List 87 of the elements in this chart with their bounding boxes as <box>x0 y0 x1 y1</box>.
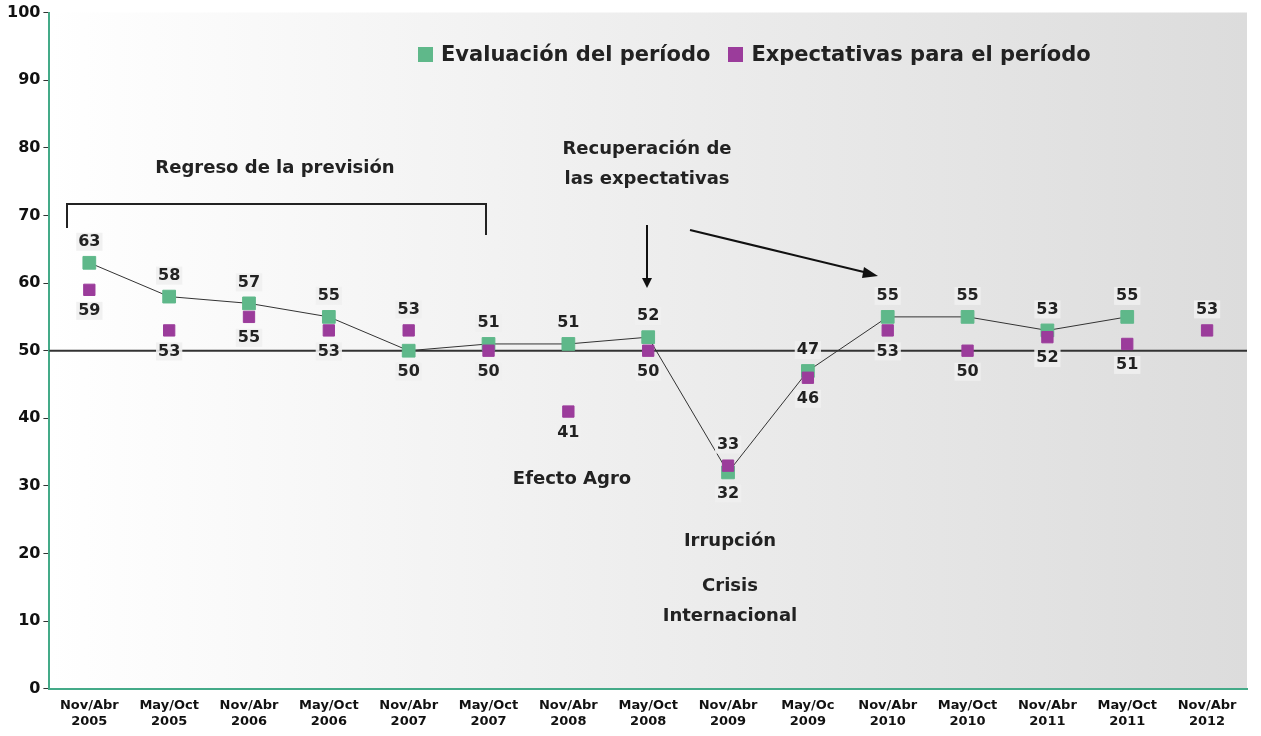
data-label: 53 <box>1036 298 1059 318</box>
data-label: 50 <box>477 360 500 380</box>
data-label: 47 <box>796 339 820 359</box>
x-tick-label: May/Oct 2008 <box>618 696 678 728</box>
x-tick-label: May/Oct 2005 <box>139 696 199 728</box>
x-tick-label: Nov/Abr 2008 <box>538 696 599 728</box>
data-label: 55 <box>317 285 340 305</box>
data-label: 63 <box>78 230 101 250</box>
x-tick-label: Nov/Abr 2009 <box>698 696 759 728</box>
y-tick-label: 90 <box>18 69 41 89</box>
y-tick-label: 70 <box>18 204 41 224</box>
data-label: 53 <box>158 340 181 360</box>
x-tick-label: May/Oct 2011 <box>1097 696 1157 728</box>
data-label: 51 <box>557 312 580 332</box>
y-tick-label: 0 <box>29 677 41 697</box>
data-label: 55 <box>876 285 899 305</box>
data-label: 58 <box>158 264 181 284</box>
point <box>162 289 177 304</box>
annotation: Regreso de la previsión <box>155 155 395 179</box>
point <box>641 330 656 345</box>
point <box>242 310 256 324</box>
y-tick-label: 40 <box>18 407 41 427</box>
data-label: 32 <box>716 482 740 502</box>
data-label: 57 <box>237 271 261 291</box>
annotation: Crisis Internacional <box>661 573 799 627</box>
point <box>1120 310 1135 324</box>
data-label: 50 <box>637 360 660 380</box>
data-label: 59 <box>78 300 101 319</box>
annotation: Efecto Agro <box>512 466 632 490</box>
point <box>561 337 576 351</box>
annotation: Recuperación de las expectativas <box>561 136 733 190</box>
data-label: 50 <box>397 360 420 380</box>
annotation: Irrupción <box>683 528 777 552</box>
data-label: 33 <box>716 433 740 453</box>
data-label: 53 <box>1195 298 1219 318</box>
data-label: 52 <box>1036 347 1059 367</box>
point <box>321 310 336 324</box>
x-tick-label: Nov/Abr 2011 <box>1017 696 1078 728</box>
legend-label: Evaluación del período <box>440 42 711 66</box>
data-label: 53 <box>397 298 420 318</box>
x-tick-label: Nov/Abr 2005 <box>59 696 120 728</box>
point <box>1200 324 1214 337</box>
y-tick-label: 80 <box>18 137 41 156</box>
data-label: 55 <box>1116 285 1139 305</box>
y-tick-label: 10 <box>18 610 41 630</box>
legend-label: Expectativas para el período <box>750 42 1091 66</box>
point <box>562 405 575 418</box>
point <box>401 343 416 358</box>
x-tick-label: May/Oct 2006 <box>299 696 359 728</box>
x-tick-label: May/Oct 2010 <box>937 696 998 728</box>
data-label: 51 <box>1116 354 1139 374</box>
point <box>402 324 415 337</box>
y-tick-label: 50 <box>18 339 41 359</box>
y-tick-label: 100 <box>6 1 41 21</box>
x-tick-label: Nov/Abr 2010 <box>858 696 918 728</box>
data-label: 46 <box>796 387 820 407</box>
point <box>960 310 975 324</box>
x-tick-label: May/Oct 2007 <box>458 696 519 728</box>
point <box>1041 331 1054 344</box>
point <box>642 344 655 357</box>
data-label: 55 <box>956 285 979 305</box>
point <box>801 371 815 384</box>
data-label: 51 <box>477 312 500 332</box>
data-label: 53 <box>317 340 340 360</box>
x-tick-label: Nov/Abr 2007 <box>379 696 439 728</box>
point <box>721 459 735 472</box>
point <box>82 255 97 270</box>
point <box>961 344 974 357</box>
point <box>881 324 894 337</box>
point <box>1121 337 1134 351</box>
y-tick-label: 20 <box>18 542 41 562</box>
point <box>83 283 96 296</box>
point <box>322 324 335 337</box>
point <box>880 310 895 324</box>
data-label: 52 <box>637 305 660 325</box>
x-tick-label: Nov/Abr 2006 <box>219 696 279 728</box>
x-tick-label: May/Oc 2009 <box>781 696 835 728</box>
y-tick-label: 60 <box>18 272 41 292</box>
data-label: 41 <box>557 421 580 441</box>
point <box>242 296 256 311</box>
y-tick-label: 30 <box>18 475 41 495</box>
data-label: 50 <box>956 360 979 380</box>
x-tick-label: Nov/Abr 2012 <box>1177 696 1238 728</box>
data-label: 53 <box>876 340 899 360</box>
data-label: 55 <box>237 327 261 347</box>
point <box>482 344 495 357</box>
point <box>163 324 176 337</box>
